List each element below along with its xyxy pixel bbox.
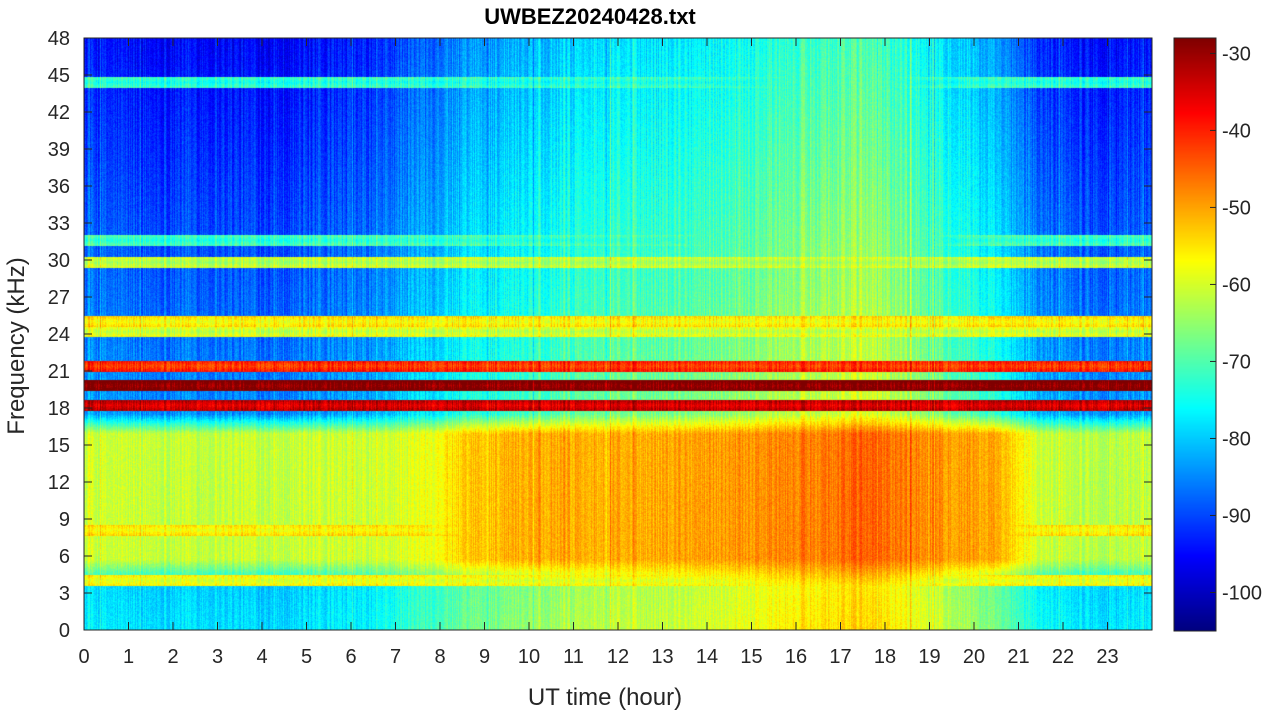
x-tick-label: 23 xyxy=(1096,646,1118,668)
x-tick-label: 6 xyxy=(345,646,356,668)
x-tick-label: 13 xyxy=(651,646,673,668)
colorbar-frame xyxy=(1173,37,1217,632)
x-tick-label: 21 xyxy=(1007,646,1029,668)
x-tick-label: 4 xyxy=(256,646,267,668)
y-tick-label: 27 xyxy=(48,287,70,309)
x-tick-label: 17 xyxy=(829,646,851,668)
y-axis-label: Frequency (kHz) xyxy=(3,257,30,434)
colorbar-tick-label: -100 xyxy=(1222,582,1262,604)
x-tick-label: 15 xyxy=(740,646,762,668)
heatmap-canvas-holder xyxy=(84,38,1152,630)
y-tick-label: 39 xyxy=(48,139,70,161)
colorbar-tick-label: -70 xyxy=(1222,351,1251,373)
x-tick-label: 10 xyxy=(518,646,540,668)
y-tick-label: 0 xyxy=(59,620,70,642)
y-tick-label: 21 xyxy=(48,361,70,383)
x-tick-label: 20 xyxy=(963,646,985,668)
y-tick-label: 3 xyxy=(59,583,70,605)
colorbar-gradient xyxy=(1174,38,1216,631)
y-tick-label: 6 xyxy=(59,546,70,568)
heatmap-canvas xyxy=(84,38,1152,630)
y-tick-label: 36 xyxy=(48,176,70,198)
x-tick-label: 16 xyxy=(785,646,807,668)
x-tick-label: 7 xyxy=(390,646,401,668)
colorbar-tick-label: -40 xyxy=(1222,120,1251,142)
x-tick-label: 22 xyxy=(1052,646,1074,668)
plot-area xyxy=(83,37,1153,631)
x-tick-label: 2 xyxy=(167,646,178,668)
x-tick-label: 14 xyxy=(696,646,718,668)
y-tick-label: 9 xyxy=(59,509,70,531)
y-tick-label: 15 xyxy=(48,435,70,457)
x-tick-label: 8 xyxy=(434,646,445,668)
y-tick-label: 33 xyxy=(48,213,70,235)
x-tick-label: 3 xyxy=(212,646,223,668)
colorbar-canvas-holder xyxy=(1174,38,1216,631)
y-tick-label: 12 xyxy=(48,472,70,494)
x-tick-label: 18 xyxy=(874,646,896,668)
colorbar-tick-label: -50 xyxy=(1222,197,1251,219)
colorbar: -100 -90 -80 -70 -60 -50 -40 -30 xyxy=(1173,37,1262,632)
colorbar-tick-label: -90 xyxy=(1222,505,1251,527)
colorbar-ticks: -100 -90 -80 -70 -60 -50 -40 -30 xyxy=(1210,43,1262,604)
y-tick-label: 18 xyxy=(48,398,70,420)
x-tick-label: 9 xyxy=(479,646,490,668)
y-tick-label: 42 xyxy=(48,102,70,124)
x-tick-label: 19 xyxy=(918,646,940,668)
y-tick-label: 30 xyxy=(48,250,70,272)
x-tick-label: 11 xyxy=(563,646,584,668)
x-axis: 0 1 2 3 4 5 6 7 8 9 10 11 12 13 14 15 16 17 18 19 20 21 22 23 xyxy=(78,38,1119,668)
x-tick-label: 1 xyxy=(123,646,134,668)
y-tick-label: 48 xyxy=(48,28,70,50)
x-tick-label: 0 xyxy=(78,646,89,668)
y-tick-label: 24 xyxy=(48,324,70,346)
colorbar-tick-label: -60 xyxy=(1222,274,1251,296)
x-tick-label: 12 xyxy=(607,646,629,668)
chart-title: UWBEZ20240428.txt xyxy=(484,4,696,29)
colorbar-tick-label: -30 xyxy=(1222,43,1251,65)
y-tick-label: 45 xyxy=(48,65,70,87)
colorbar-tick-label: -80 xyxy=(1222,428,1251,450)
x-tick-label: 5 xyxy=(301,646,312,668)
x-axis-label: UT time (hour) xyxy=(528,684,682,711)
